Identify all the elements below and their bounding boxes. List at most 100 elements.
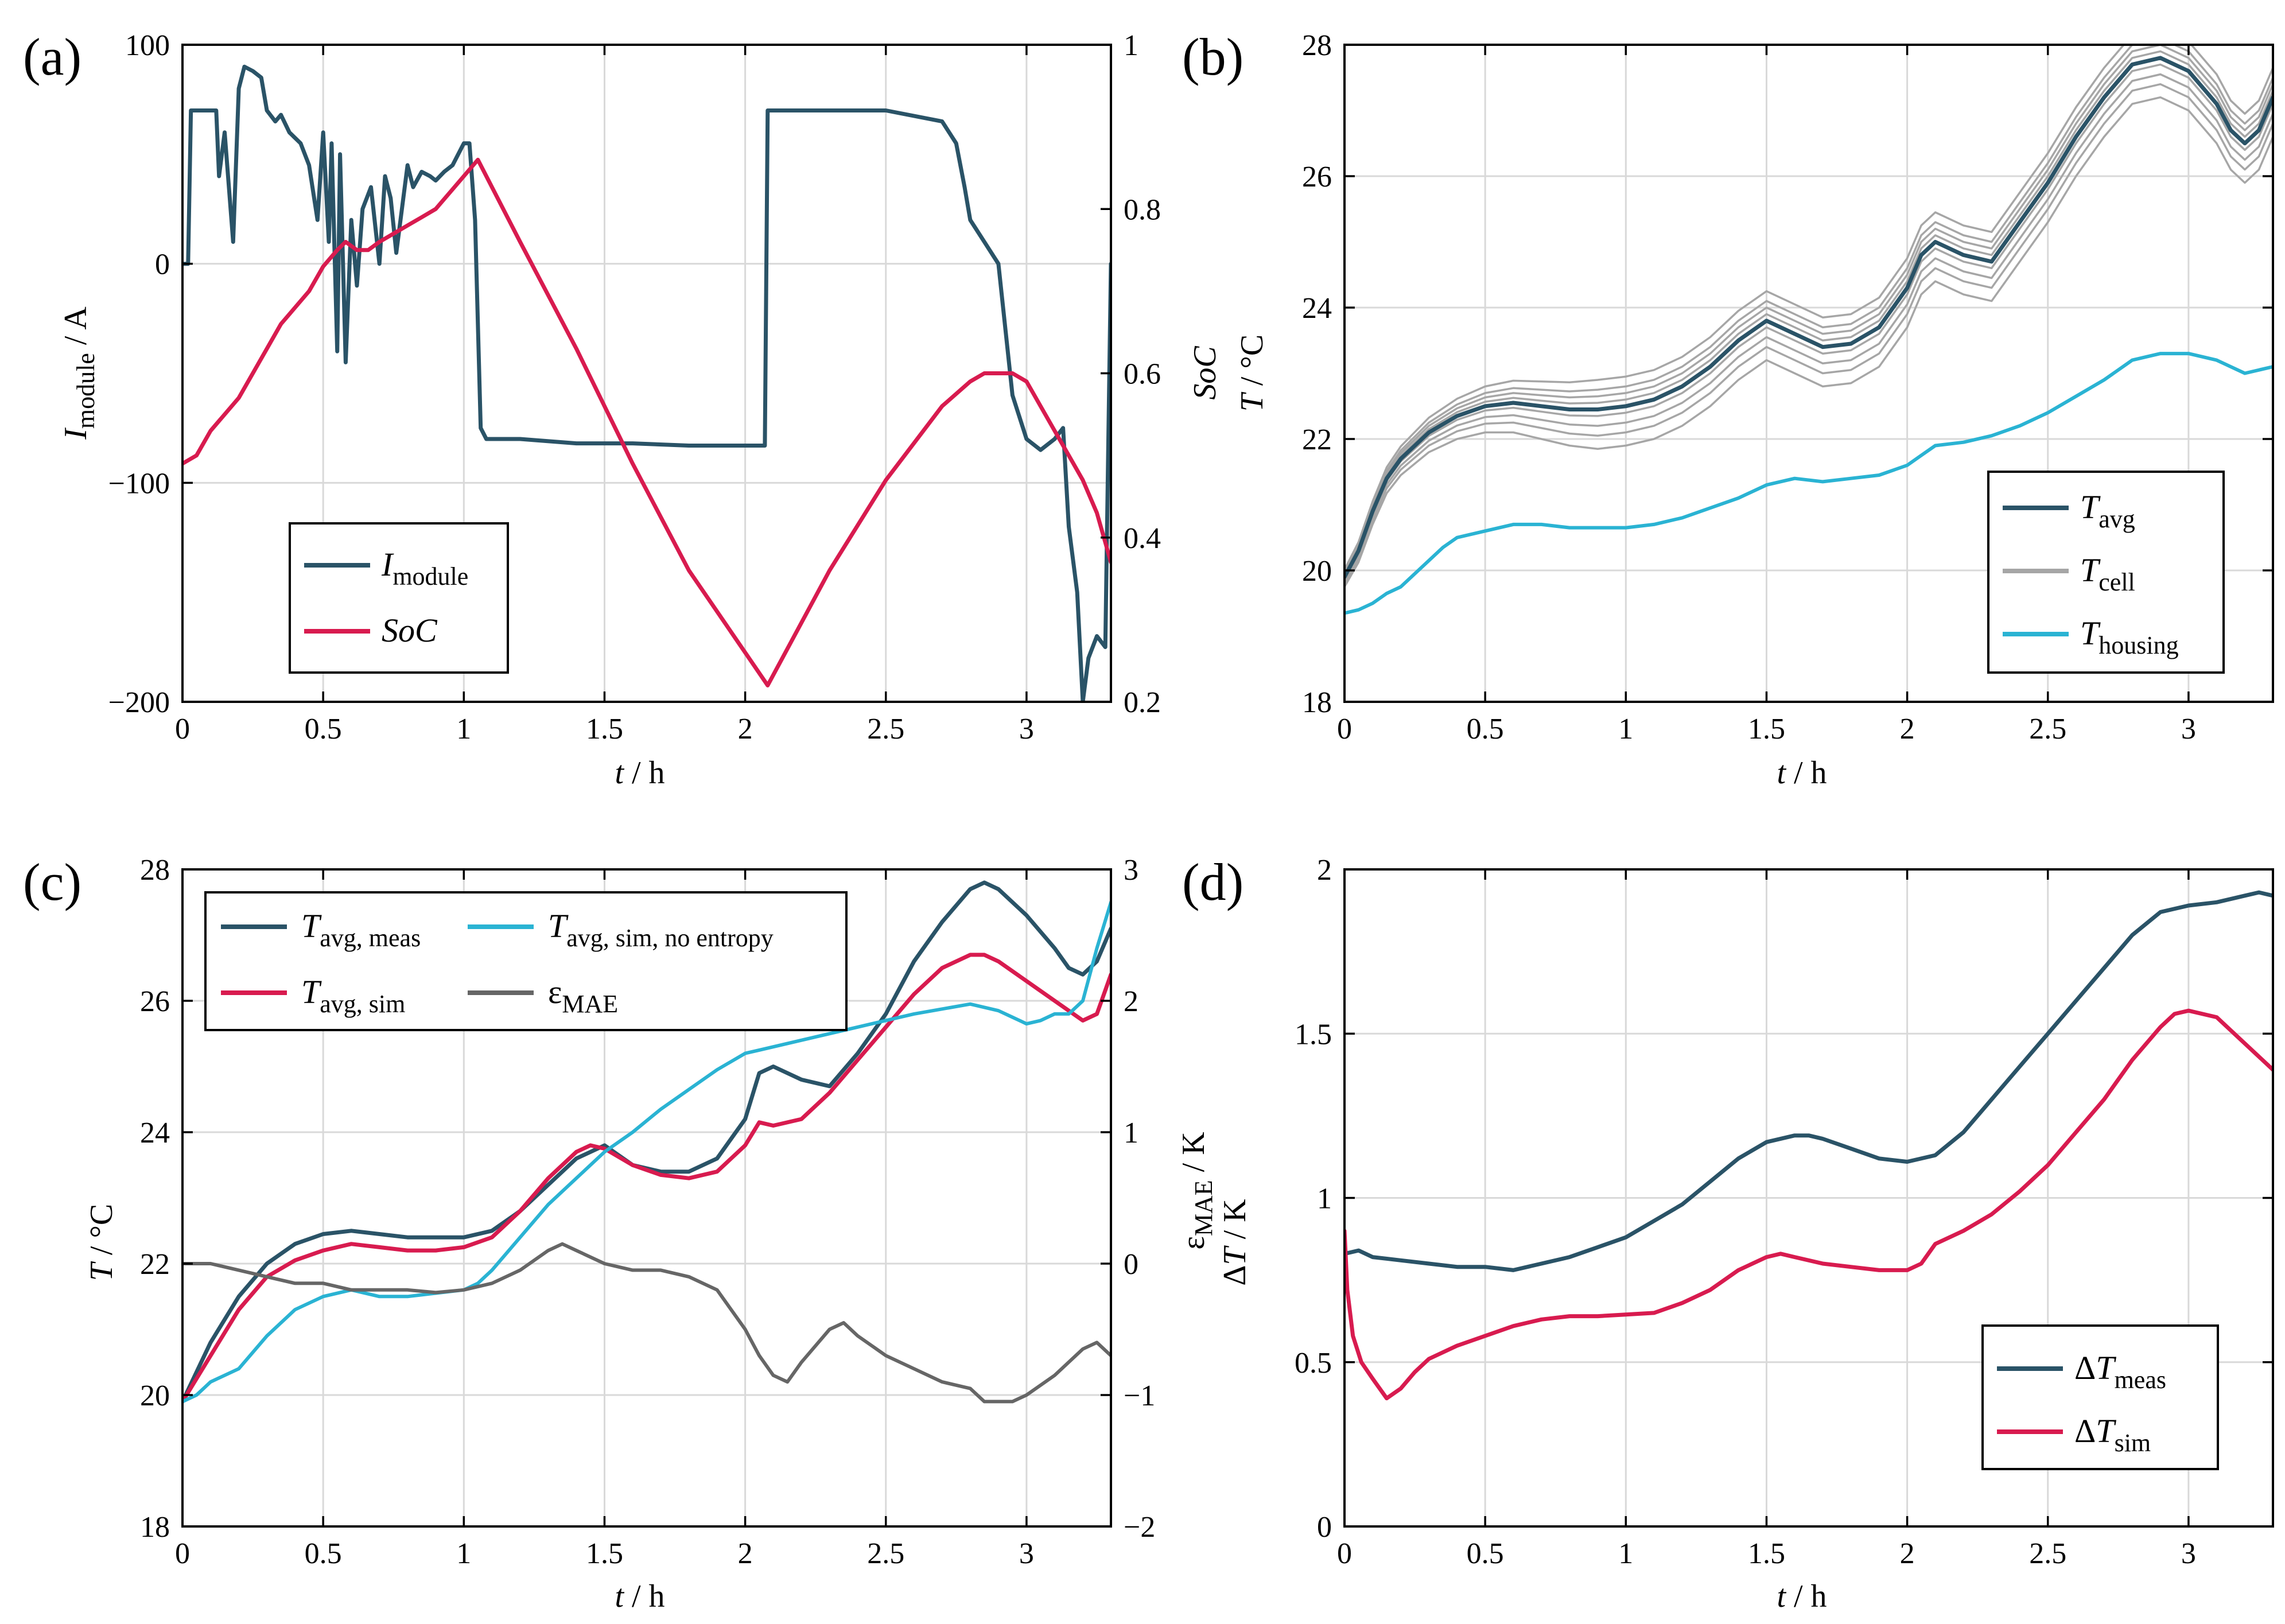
panel-b-xticklabel-1: 0.5 — [1467, 713, 1504, 745]
panel-d-xticklabel-4: 2 — [1900, 1537, 1915, 1570]
panel-b-series-t-cell-1 — [1344, 83, 2273, 585]
panel-a-y2ticklabel-1: 0.4 — [1124, 522, 1161, 555]
panel-b: (b) 0 0.5 1 1.5 2 2.5 3 18 20 22 24 26 28 t / h T / … — [1182, 28, 2274, 791]
panel-b-label: (b) — [1182, 28, 1243, 86]
panel-d-xticklabel-0: 0 — [1337, 1537, 1352, 1570]
panel-d-yticklabel-1: 0.5 — [1295, 1347, 1332, 1380]
panel-d-series-dt-meas-line — [1344, 890, 2273, 1272]
panel-d-legend-label-1: ΔTsim — [2074, 1412, 2151, 1457]
panel-c-series-t-avg-sim-no-entropy-line — [182, 900, 1111, 1404]
panel-c-series-t-avg-sim-line — [182, 953, 1111, 1404]
panel-a-xticklabel-0: 0 — [175, 713, 190, 745]
panel-d-xticklabel-1: 0.5 — [1467, 1537, 1504, 1570]
panel-b-yticklabel-0: 18 — [1302, 686, 1332, 719]
panel-c-yticklabel-4: 26 — [140, 985, 170, 1018]
panel-d-xticklabel-3: 1.5 — [1748, 1537, 1785, 1570]
panel-c-y2ticklabel-0: −2 — [1124, 1511, 1155, 1544]
panel-a-ylabel: Imodule / A — [58, 306, 100, 440]
panel-b-series-t-cell-5 — [1344, 45, 2273, 575]
panel-c-ylabel: T / °C — [84, 1204, 119, 1281]
panel-c-axes-box — [181, 868, 1112, 1528]
panel-d-yticklabel-3: 1.5 — [1295, 1018, 1332, 1051]
panel-c-legend-label-1: Tavg, sim — [301, 973, 405, 1018]
panel-c-y2ticklabel-3: 1 — [1124, 1117, 1138, 1149]
panel-c-xticklabel-6: 3 — [1019, 1537, 1034, 1570]
panel-d-xlabel: t / h — [1777, 1579, 1827, 1614]
panel-a-legend-label-0: Imodule — [381, 546, 468, 590]
panel-d-xticklabel-6: 3 — [2181, 1537, 2196, 1570]
panel-a-yticklabel-3: 100 — [125, 29, 170, 62]
panel-c-label: (c) — [23, 853, 81, 911]
panel-b-yticklabel-2: 22 — [1302, 424, 1332, 456]
panel-a-y2ticklabel-3: 0.8 — [1124, 193, 1161, 226]
panel-b-legend-label-2: Thousing — [2080, 615, 2179, 659]
panel-a-legend: Imodule SoC — [289, 522, 509, 674]
panel-b-legend: Tavg Tcell Thousing — [1987, 471, 2225, 674]
panel-b-xticklabel-4: 2 — [1900, 713, 1915, 745]
panel-d-legend-box — [1981, 1324, 2219, 1470]
panel-c: (c) 0 0.5 1 1.5 2 2.5 3 18 20 22 24 26 28 −2 −1 0 1 2 3 t … — [23, 853, 1218, 1614]
panel-c-xticklabel-0: 0 — [175, 1537, 190, 1570]
panel-a-xticklabel-2: 1 — [456, 713, 471, 745]
panel-d-xticklabel-2: 1 — [1618, 1537, 1633, 1570]
panel-c-yticklabel-0: 18 — [140, 1511, 170, 1544]
panel-b-series-t-avg-line — [1344, 56, 2273, 579]
panel-c-yticklabel-1: 20 — [140, 1380, 170, 1412]
panel-c-legend-box — [204, 891, 848, 1031]
panel-d-series-dt-sim-line — [1344, 1008, 2273, 1401]
panel-a-xlabel: t / h — [615, 755, 664, 791]
panel-b-xlabel: t / h — [1777, 755, 1827, 791]
panel-c-xticklabel-2: 1 — [456, 1537, 471, 1570]
panel-b-xticklabel-6: 3 — [2181, 713, 2196, 745]
panel-a-yticklabel-2: 0 — [155, 248, 170, 281]
panel-a-y2label: SoC — [1187, 346, 1223, 400]
panel-c-y2ticklabel-2: 0 — [1124, 1248, 1138, 1281]
panel-a-legend-label-1: SoC — [382, 612, 438, 649]
panel-c-legend-label-0: Tavg, meas — [301, 907, 421, 952]
panel-b-series-t-cell-6 — [1344, 45, 2273, 573]
panel-d-ylabel: ΔT / K — [1217, 1199, 1253, 1285]
panel-b-series-t-cell-3 — [1344, 63, 2273, 580]
panel-a-yticklabel-0: −200 — [108, 686, 170, 719]
panel-d-yticklabel-0: 0 — [1317, 1511, 1332, 1544]
panel-c-xlabel: t / h — [615, 1579, 664, 1614]
panel-b-xticklabel-3: 1.5 — [1748, 713, 1785, 745]
panel-b-legend-label-1: Tcell — [2080, 551, 2135, 596]
panel-b-series-t-cell-2 — [1344, 73, 2273, 582]
panel-b-xticklabel-5: 2.5 — [2029, 713, 2066, 745]
panel-c-series-eps-mae-line — [182, 1242, 1111, 1404]
panel-b-yticklabel-4: 26 — [1302, 161, 1332, 193]
panel-a-xticklabel-3: 1.5 — [586, 713, 623, 745]
panel-c-y2ticklabel-1: −1 — [1124, 1380, 1155, 1412]
panel-b-xticklabel-2: 1 — [1618, 713, 1633, 745]
panel-c-yticklabel-2: 22 — [140, 1248, 170, 1281]
panel-c-legend-label-2: Tavg, sim, no entropy — [548, 907, 774, 952]
panel-d-legend-label-0: ΔTmeas — [2074, 1349, 2166, 1394]
panel-b-yticklabel-5: 28 — [1302, 29, 1332, 62]
panel-c-legend: Tavg, meas Tavg, sim, no entropy Tavg, s… — [204, 891, 848, 1031]
panel-b-axes-box — [1343, 44, 2274, 703]
panel-a-y2ticklabel-2: 0.6 — [1124, 358, 1161, 391]
panel-a: (a) 0 0.5 1 1.5 2 2.5 3 −200 −100 0 100 0.2 0.4 0.6 0.… — [23, 28, 1223, 791]
panel-a-xticklabel-5: 2.5 — [867, 713, 904, 745]
panel-c-y2ticklabel-5: 3 — [1124, 854, 1138, 887]
panel-b-yticklabel-3: 24 — [1302, 292, 1332, 325]
panel-a-xticklabel-6: 3 — [1019, 713, 1034, 745]
panel-b-xticklabel-0: 0 — [1337, 713, 1352, 745]
panel-c-yticklabel-5: 28 — [140, 854, 170, 887]
panel-d-yticklabel-2: 1 — [1317, 1183, 1332, 1215]
panel-b-series-t-cell-4 — [1344, 50, 2273, 577]
panel-d-legend: ΔTmeas ΔTsim — [1981, 1324, 2219, 1470]
panel-a-yticklabel-1: −100 — [108, 467, 170, 500]
panel-c-xticklabel-1: 0.5 — [305, 1537, 342, 1570]
panel-b-series-t-cell-0 — [1344, 96, 2273, 588]
panel-c-xticklabel-3: 1.5 — [586, 1537, 623, 1570]
panel-d-label: (d) — [1182, 853, 1243, 911]
panel-a-y2ticklabel-4: 1 — [1124, 29, 1138, 62]
panel-a-series-soc-line — [182, 157, 1111, 687]
panel-d-yticklabel-4: 2 — [1317, 854, 1332, 887]
panel-a-xticklabel-1: 0.5 — [305, 713, 342, 745]
panel-c-y2label: εMAE / K — [1176, 1132, 1218, 1249]
panel-c-yticklabel-3: 24 — [140, 1117, 170, 1149]
